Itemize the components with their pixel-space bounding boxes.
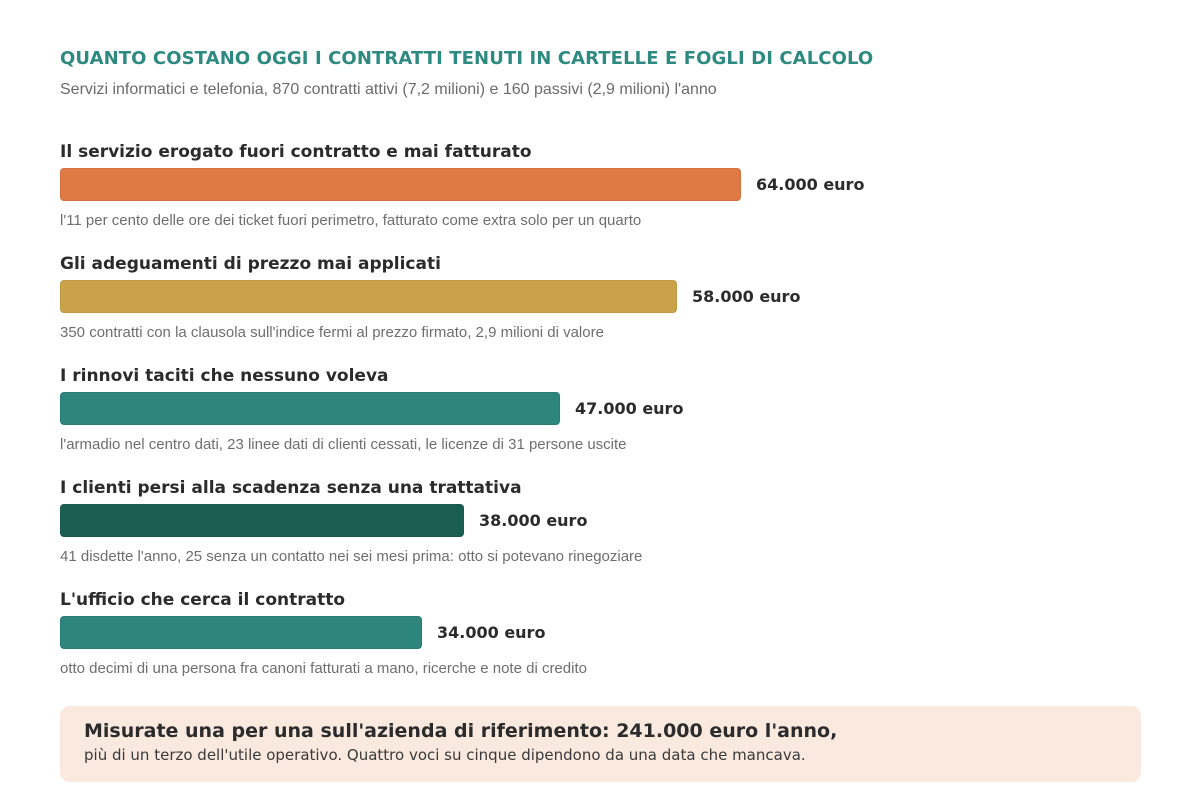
bar [60, 280, 677, 313]
bar [60, 616, 422, 649]
bar-category-label: Gli adeguamenti di prezzo mai applicati [60, 254, 441, 274]
bar [60, 168, 741, 201]
bar-note: 41 disdette l'anno, 25 senza un contatto… [60, 548, 643, 565]
bar-value-label: 64.000 euro [756, 175, 865, 194]
bar-row: Il servizio erogato fuori contratto e ma… [60, 142, 1140, 254]
chart-title: QUANTO COSTANO OGGI I CONTRATTI TENUTI I… [60, 48, 874, 69]
bar-value-label: 47.000 euro [575, 399, 684, 418]
bar-note: otto decimi di una persona fra canoni fa… [60, 660, 587, 677]
bar-category-label: I rinnovi taciti che nessuno voleva [60, 366, 389, 386]
bar-note: 350 contratti con la clausola sull'indic… [60, 324, 604, 341]
bar-value-label: 38.000 euro [479, 511, 588, 530]
bar-category-label: L'ufficio che cerca il contratto [60, 590, 346, 610]
summary-callout: Misurate una per una sull'azienda di rif… [60, 706, 1141, 782]
bar-note: l'armadio nel centro dati, 23 linee dati… [60, 436, 627, 453]
bar-row: Gli adeguamenti di prezzo mai applicati 5… [60, 254, 1140, 366]
chart-subtitle: Servizi informatici e telefonia, 870 con… [60, 81, 717, 98]
bar-value-label: 34.000 euro [437, 623, 546, 642]
bar-row: I clienti persi alla scadenza senza una … [60, 478, 1140, 590]
bar-value-label: 58.000 euro [692, 287, 801, 306]
bar [60, 504, 464, 537]
bar-row: I rinnovi taciti che nessuno voleva 47.00… [60, 366, 1140, 478]
callout-body: più di un terzo dell'utile operativo. Qu… [84, 746, 806, 764]
bar-category-label: I clienti persi alla scadenza senza una … [60, 478, 522, 498]
callout-headline: Misurate una per una sull'azienda di rif… [84, 720, 838, 742]
bar [60, 392, 560, 425]
bar-note: l'11 per cento delle ore dei ticket fuor… [60, 212, 642, 229]
bar-row: L'ufficio che cerca il contratto 34.000 e… [60, 590, 1140, 702]
bar-category-label: Il servizio erogato fuori contratto e ma… [60, 142, 532, 162]
